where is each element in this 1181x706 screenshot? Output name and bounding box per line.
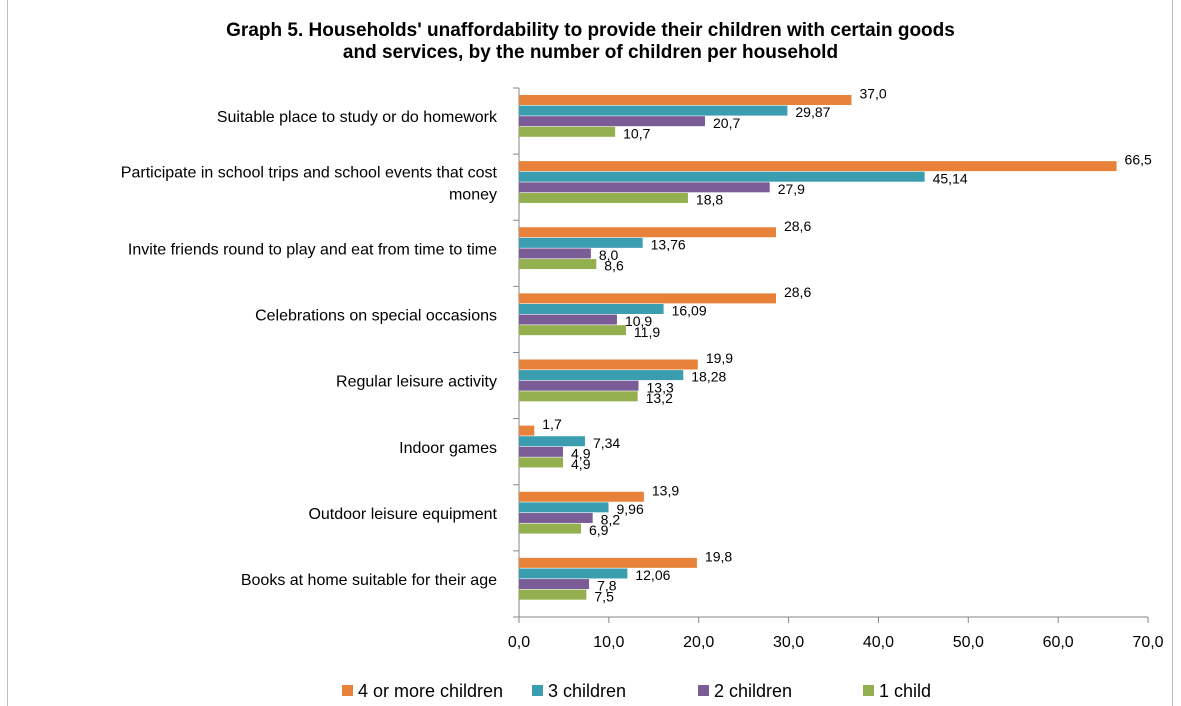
data-label: 12,06 bbox=[635, 567, 670, 583]
data-label: 29,87 bbox=[795, 104, 830, 120]
bar bbox=[519, 192, 688, 203]
bar bbox=[519, 314, 617, 325]
data-label: 20,7 bbox=[713, 115, 740, 131]
data-label: 13,3 bbox=[647, 379, 674, 395]
category-label: Suitable place to study or do homework bbox=[217, 109, 498, 126]
bar bbox=[519, 359, 698, 370]
bar bbox=[519, 182, 770, 193]
bar bbox=[519, 325, 626, 336]
bar bbox=[519, 248, 591, 259]
bar bbox=[519, 116, 706, 127]
data-label: 4,9 bbox=[571, 456, 591, 472]
data-label: 13,9 bbox=[652, 482, 679, 498]
category-label: Outdoor leisure equipment bbox=[308, 506, 497, 523]
category-label: Indoor games bbox=[399, 440, 497, 457]
data-label: 18,8 bbox=[696, 192, 723, 208]
legend-label: 1 child bbox=[879, 681, 931, 701]
x-tick-label: 70,0 bbox=[1132, 634, 1163, 651]
data-label: 1,7 bbox=[542, 416, 562, 432]
bar bbox=[519, 380, 639, 391]
data-label: 7,34 bbox=[593, 435, 620, 451]
bar bbox=[519, 303, 664, 314]
data-label: 16,09 bbox=[672, 303, 707, 319]
bar bbox=[519, 568, 628, 579]
bar bbox=[519, 391, 638, 402]
category-label: Invite friends round to play and eat fro… bbox=[128, 241, 497, 258]
data-label: 7,5 bbox=[594, 588, 614, 604]
bar bbox=[519, 370, 684, 381]
x-tick-label: 30,0 bbox=[773, 634, 804, 651]
x-tick-label: 10,0 bbox=[593, 634, 624, 651]
bar bbox=[519, 589, 587, 600]
data-label: 28,6 bbox=[784, 218, 811, 234]
chart-frame bbox=[7, 0, 1173, 706]
chart-title-line-1: Graph 5. Households' unaffordability to … bbox=[226, 20, 955, 41]
data-label: 9,96 bbox=[616, 501, 643, 517]
legend-label: 3 children bbox=[548, 681, 626, 701]
bar bbox=[519, 95, 852, 105]
x-tick-label: 0,0 bbox=[508, 634, 530, 651]
category-label: money bbox=[449, 186, 497, 203]
legend-swatch bbox=[532, 685, 543, 696]
data-label: 10,7 bbox=[623, 125, 650, 141]
data-label: 11,9 bbox=[634, 324, 660, 340]
data-label: 7,8 bbox=[597, 578, 617, 594]
data-label: 13,2 bbox=[646, 390, 673, 406]
bar bbox=[519, 491, 644, 502]
data-label: 19,8 bbox=[705, 548, 732, 564]
category-label: Regular leisure activity bbox=[336, 374, 497, 391]
legend-swatch bbox=[863, 685, 874, 696]
data-label: 66,5 bbox=[1125, 152, 1152, 168]
data-label: 8,0 bbox=[599, 247, 619, 263]
data-label: 28,6 bbox=[784, 284, 811, 300]
bar bbox=[519, 436, 585, 447]
data-label: 6,9 bbox=[589, 522, 609, 538]
bar bbox=[519, 126, 616, 137]
data-label: 45,14 bbox=[933, 170, 968, 186]
bar bbox=[519, 557, 697, 568]
bar bbox=[519, 579, 590, 590]
bar bbox=[519, 502, 609, 513]
bar bbox=[519, 457, 564, 468]
bar bbox=[519, 227, 776, 238]
data-label: 18,28 bbox=[691, 369, 726, 385]
data-label: 37,0 bbox=[859, 86, 886, 102]
chart-title-line-2: and services, by the number of children … bbox=[342, 42, 839, 63]
category-label: Celebrations on special occasions bbox=[255, 308, 497, 325]
bar bbox=[519, 512, 593, 523]
bar bbox=[519, 161, 1117, 172]
legend-swatch bbox=[698, 685, 709, 696]
bar bbox=[519, 446, 564, 457]
bar bbox=[519, 237, 643, 248]
legend-label: 4 or more children bbox=[358, 681, 503, 701]
x-tick-label: 40,0 bbox=[863, 634, 894, 651]
category-label: Participate in school trips and school e… bbox=[121, 164, 498, 181]
bar bbox=[519, 171, 925, 182]
chart-title: Graph 5. Households' unaffordability to … bbox=[0, 20, 1181, 64]
data-label: 8,2 bbox=[601, 512, 621, 528]
legend-label: 2 children bbox=[714, 681, 792, 701]
data-label: 13,76 bbox=[651, 236, 686, 252]
category-label: Books at home suitable for their age bbox=[241, 572, 497, 589]
data-label: 19,9 bbox=[706, 350, 733, 366]
x-tick-label: 20,0 bbox=[683, 634, 714, 651]
data-label: 10,9 bbox=[625, 313, 652, 329]
data-label: 8,6 bbox=[604, 258, 624, 274]
bar bbox=[519, 259, 597, 270]
x-tick-label: 60,0 bbox=[1043, 634, 1074, 651]
data-label: 27,9 bbox=[778, 181, 805, 197]
bar bbox=[519, 523, 582, 534]
bar bbox=[519, 425, 535, 436]
x-tick-label: 50,0 bbox=[953, 634, 984, 651]
legend-swatch bbox=[342, 685, 353, 696]
bar bbox=[519, 105, 788, 116]
bar bbox=[519, 293, 776, 304]
data-label: 4,9 bbox=[571, 445, 591, 461]
